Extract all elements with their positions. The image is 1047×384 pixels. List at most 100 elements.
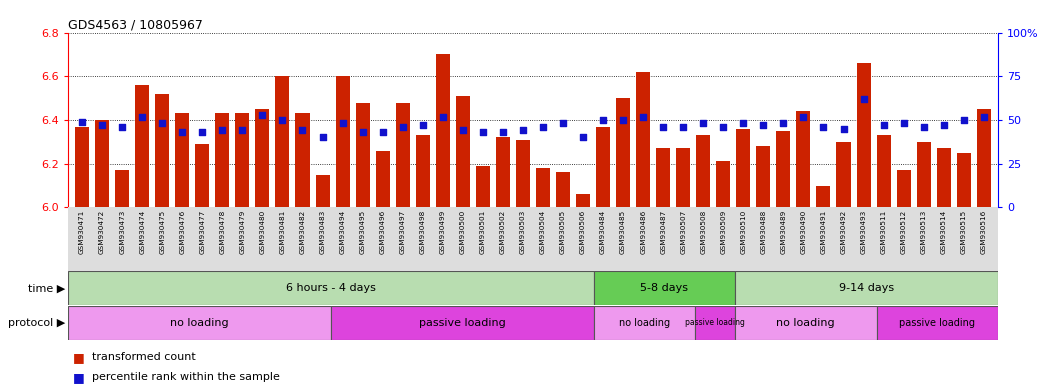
Bar [536,168,550,207]
Text: GSM930492: GSM930492 [841,209,847,253]
Point [836,126,852,132]
Text: GSM930503: GSM930503 [520,209,526,253]
Bar [155,94,170,207]
Bar [716,162,731,207]
Text: 9-14 days: 9-14 days [839,283,894,293]
Point [134,113,151,119]
Bar [496,137,510,207]
Text: GSM930497: GSM930497 [400,209,405,253]
Point [815,124,831,130]
Text: GSM930486: GSM930486 [640,209,646,253]
Text: percentile rank within the sample: percentile rank within the sample [92,372,280,382]
Bar [356,103,370,207]
Text: GSM930478: GSM930478 [219,209,225,253]
Bar [856,63,870,207]
Bar [736,129,751,207]
Text: GSM930515: GSM930515 [961,209,966,253]
Point [334,121,351,127]
Bar [475,166,490,207]
Text: GSM930472: GSM930472 [99,209,105,253]
Text: GSM930513: GSM930513 [920,209,927,253]
Bar [95,120,109,207]
Bar [436,55,450,207]
Point [274,117,291,123]
Bar [396,103,409,207]
Bar [68,271,594,305]
Point [114,124,131,130]
Bar [817,185,830,207]
Point [855,96,872,102]
Point [915,124,932,130]
Point [615,117,631,123]
Text: GSM930479: GSM930479 [240,209,245,253]
Text: GSM930499: GSM930499 [440,209,446,253]
Point [735,121,752,127]
Text: GSM930495: GSM930495 [359,209,365,253]
Point [654,124,671,130]
Point [474,129,491,135]
Bar [115,170,129,207]
Point [254,112,271,118]
Point [415,122,431,128]
Text: 6 hours - 4 days: 6 hours - 4 days [286,283,376,293]
Bar [196,144,209,207]
Text: GSM930493: GSM930493 [861,209,867,253]
Bar [616,98,630,207]
Text: GSM930490: GSM930490 [800,209,806,253]
Bar [376,151,389,207]
Text: GSM930508: GSM930508 [700,209,707,253]
Bar [916,142,931,207]
Point [354,129,371,135]
Bar [756,146,771,207]
Bar [637,72,650,207]
Point [194,129,210,135]
Point [94,122,111,128]
Bar [216,113,229,207]
Point [595,117,611,123]
Bar [295,113,310,207]
Point [214,127,230,134]
Text: GSM930475: GSM930475 [159,209,165,253]
Text: GSM930477: GSM930477 [199,209,205,253]
Bar [876,306,998,340]
Bar [576,194,591,207]
Text: GSM930494: GSM930494 [339,209,346,253]
Text: GSM930496: GSM930496 [380,209,385,253]
Bar [516,140,530,207]
Point [875,122,892,128]
Text: passive loading: passive loading [899,318,975,328]
Text: GDS4563 / 10805967: GDS4563 / 10805967 [68,18,203,31]
Text: GSM930504: GSM930504 [540,209,545,253]
Bar [175,113,190,207]
Bar [335,76,350,207]
Point [435,113,451,119]
Text: GSM930512: GSM930512 [900,209,907,253]
Point [314,134,331,141]
Point [755,122,772,128]
Text: GSM930476: GSM930476 [179,209,185,253]
Text: GSM930481: GSM930481 [280,209,286,253]
Text: GSM930487: GSM930487 [661,209,666,253]
Point [494,129,511,135]
Bar [896,170,911,207]
Text: passive loading: passive loading [419,318,506,328]
Point [795,113,811,119]
Bar [594,271,735,305]
Point [294,127,311,134]
Point [374,129,391,135]
Bar [876,135,891,207]
Text: GSM930498: GSM930498 [420,209,426,253]
Bar [416,135,429,207]
Bar [676,148,690,207]
Point [154,121,171,127]
Text: GSM930510: GSM930510 [740,209,747,253]
Bar [596,127,610,207]
Bar [777,131,790,207]
Text: time ▶: time ▶ [27,283,65,293]
Bar [275,76,289,207]
Text: GSM930516: GSM930516 [981,209,986,253]
Text: GSM930483: GSM930483 [319,209,326,253]
Bar [735,271,998,305]
Point [73,119,90,125]
Bar [75,127,89,207]
